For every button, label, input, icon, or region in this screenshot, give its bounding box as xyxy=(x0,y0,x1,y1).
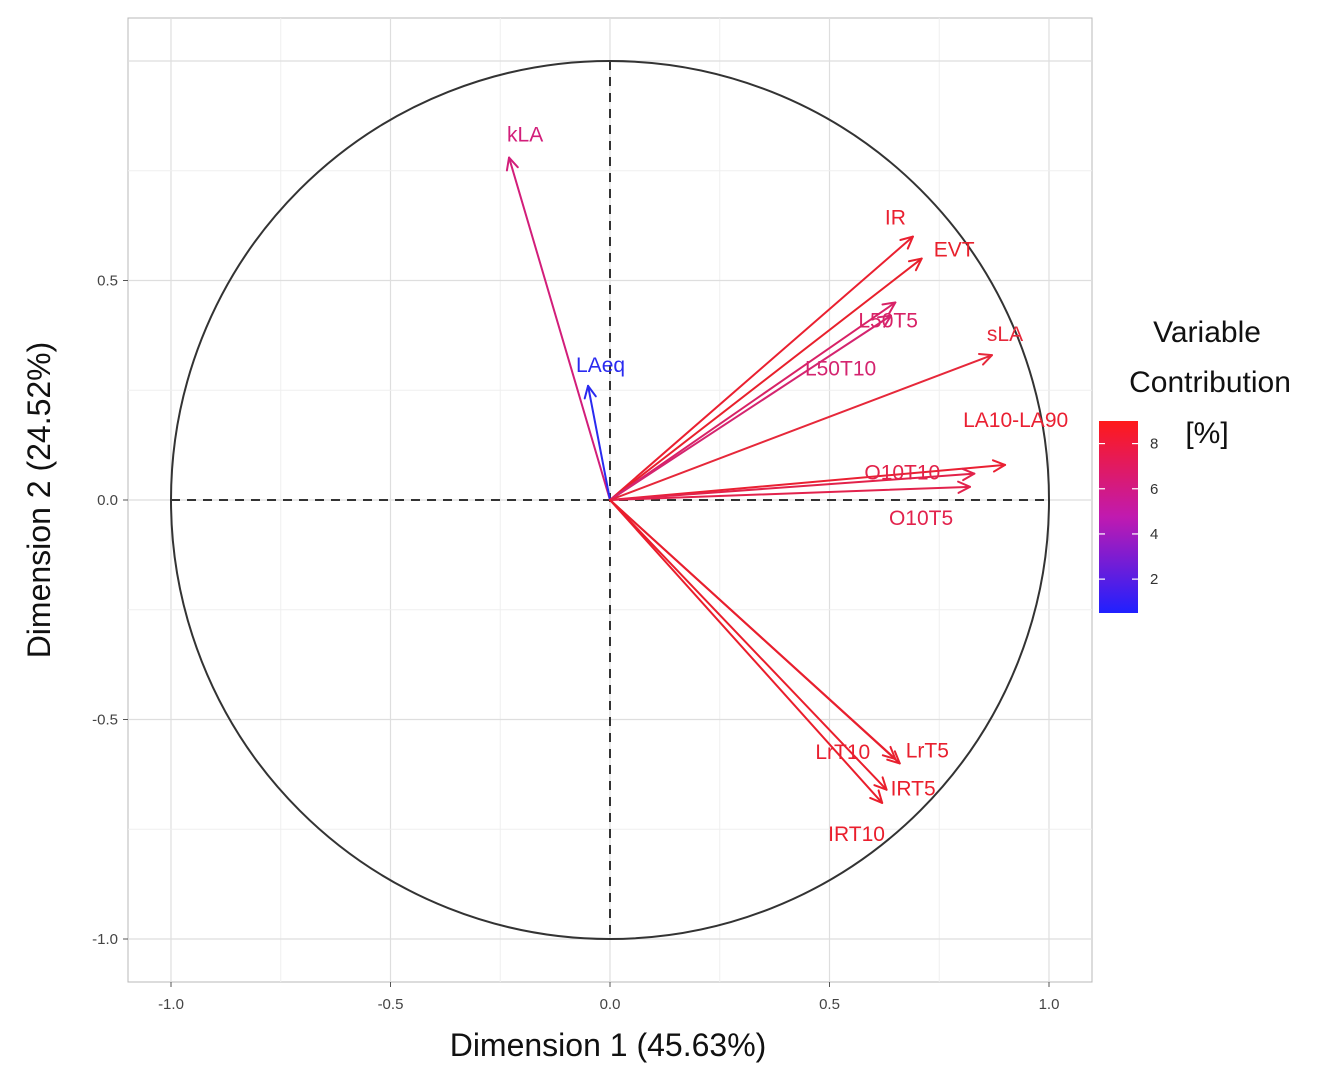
legend: Variable Contribution [%] 2 4 6 8 xyxy=(1099,316,1291,613)
arrow-lrt5 xyxy=(609,499,901,765)
legend-ticks: 2 4 6 8 xyxy=(1099,436,1158,588)
legend-colorbar xyxy=(1099,421,1138,613)
label-o10t5: O10T5 xyxy=(889,507,953,530)
arrow-la10-la90 xyxy=(609,463,1007,501)
variable-arrows xyxy=(505,156,1007,804)
arrowhead-sla xyxy=(977,352,993,366)
arrow-irt5 xyxy=(609,499,888,791)
arrowhead-lrt5 xyxy=(886,750,901,765)
y-tick-label: -1.0 xyxy=(92,931,118,948)
legend-tick-label: 4 xyxy=(1150,526,1158,543)
arrowhead-irt10 xyxy=(869,789,884,804)
axis-ticks: -1.0 -0.5 0.0 0.5 1.0 -1.0 -0.5 0.0 0.5 xyxy=(92,273,1059,1014)
x-tick-label: -0.5 xyxy=(378,996,404,1013)
label-lrt5: LrT5 xyxy=(906,739,949,762)
variable-labels: kLA LAeq IR EVT L50T5 L50T10 sLA LA10-LA90 O10T1… xyxy=(507,124,1068,846)
label-sla: sLA xyxy=(987,323,1023,346)
legend-title-line-2: Contribution xyxy=(1129,366,1291,399)
label-l50t10: L50T10 xyxy=(805,358,876,381)
label-l50t5: L50T5 xyxy=(858,309,918,332)
y-tick-label: 0.0 xyxy=(97,492,118,509)
label-la10-la90: LA10-LA90 xyxy=(963,409,1068,432)
arrow-l50t5 xyxy=(609,301,897,501)
arrow-o10t5 xyxy=(609,485,971,501)
y-tick-label: -0.5 xyxy=(92,712,118,729)
arrow-laeq xyxy=(587,384,611,501)
arrow-evt xyxy=(609,257,923,501)
arrowhead-ir xyxy=(899,235,914,250)
label-laeq: LAeq xyxy=(576,354,625,377)
y-axis-title: Dimension 2 (24.52%) xyxy=(21,342,57,659)
arrow-sla xyxy=(609,354,993,501)
arrowhead-irt5 xyxy=(873,776,888,791)
y-tick-label: 0.5 xyxy=(97,273,118,290)
x-tick-label: 0.5 xyxy=(819,996,840,1013)
legend-tick-label: 2 xyxy=(1150,571,1158,588)
label-irt10: IRT10 xyxy=(828,823,885,846)
legend-title-line-3: [%] xyxy=(1185,417,1228,450)
legend-title-line-1: Variable xyxy=(1153,316,1261,349)
arrowhead-o10t10 xyxy=(961,467,976,482)
arrowhead-evt xyxy=(907,257,923,272)
arrow-irt10 xyxy=(609,499,884,804)
arrowhead-laeq xyxy=(583,384,597,400)
arrowhead-l50t5 xyxy=(881,301,897,315)
label-o10t10: O10T10 xyxy=(864,462,940,485)
arrowhead-l50t10 xyxy=(877,314,892,328)
arrow-kla xyxy=(508,156,611,501)
label-kla: kLA xyxy=(507,124,543,147)
arrowhead-la10-la90 xyxy=(991,459,1007,473)
label-irt5: IRT5 xyxy=(891,778,936,801)
label-ir: IR xyxy=(885,207,906,230)
arrow-o10t10 xyxy=(609,472,976,501)
arrow-ir xyxy=(609,235,914,501)
x-tick-label: 0.0 xyxy=(600,996,621,1013)
label-lrt10: LrT10 xyxy=(815,741,870,764)
x-axis-title: Dimension 1 (45.63%) xyxy=(450,1027,767,1063)
legend-tick-label: 6 xyxy=(1150,481,1158,498)
label-evt: EVT xyxy=(934,239,975,262)
arrow-l50t10 xyxy=(609,314,892,501)
x-tick-label: -1.0 xyxy=(158,996,184,1013)
legend-tick-label: 8 xyxy=(1150,436,1158,453)
arrowhead-kla xyxy=(505,156,519,172)
x-tick-label: 1.0 xyxy=(1039,996,1060,1013)
arrowhead-o10t5 xyxy=(957,480,971,494)
